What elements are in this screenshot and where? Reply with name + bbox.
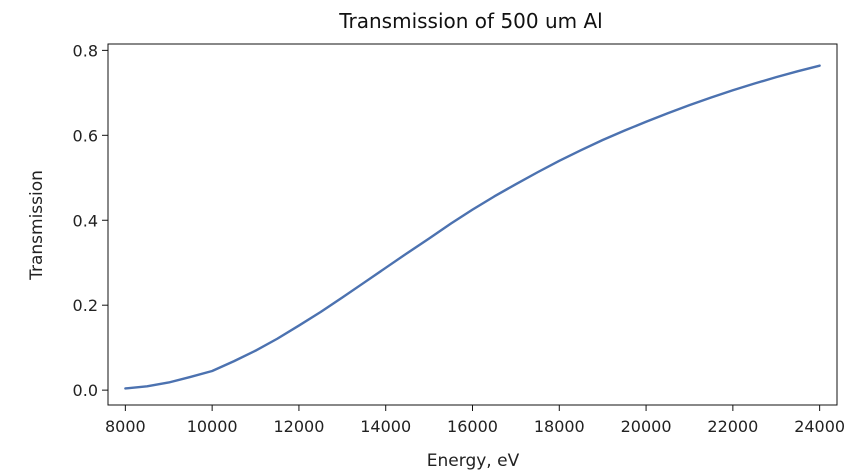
x-tick-label: 16000 — [447, 417, 498, 436]
y-tick-label: 0.6 — [73, 126, 98, 145]
x-tick-label: 18000 — [534, 417, 585, 436]
x-tick-label: 24000 — [794, 417, 845, 436]
series-layer — [124, 64, 821, 390]
y-ticks: 0.0 0.2 0.4 0.6 0.8 — [73, 41, 108, 400]
x-tick-label: 10000 — [187, 417, 238, 436]
x-tick-label: 14000 — [360, 417, 411, 436]
y-axis-label: Transmission — [27, 170, 47, 281]
y-tick-label: 0.8 — [73, 41, 98, 60]
x-tick-label: 12000 — [273, 417, 324, 436]
series-line — [124, 64, 821, 390]
x-ticks: 8000 10000 12000 14000 16000 18000 20000 22000 2… — [105, 405, 845, 436]
x-tick-label: 22000 — [707, 417, 758, 436]
x-axis-label: Energy, eV — [427, 451, 520, 471]
chart-title: Transmission of 500 um Al — [338, 9, 602, 33]
y-tick-label: 0.4 — [73, 211, 98, 230]
y-tick-label: 0.0 — [73, 381, 98, 400]
plot-frame — [107, 43, 838, 406]
x-tick-label: 20000 — [621, 417, 672, 436]
x-tick-label: 8000 — [105, 417, 146, 436]
y-tick-label: 0.2 — [73, 296, 98, 315]
